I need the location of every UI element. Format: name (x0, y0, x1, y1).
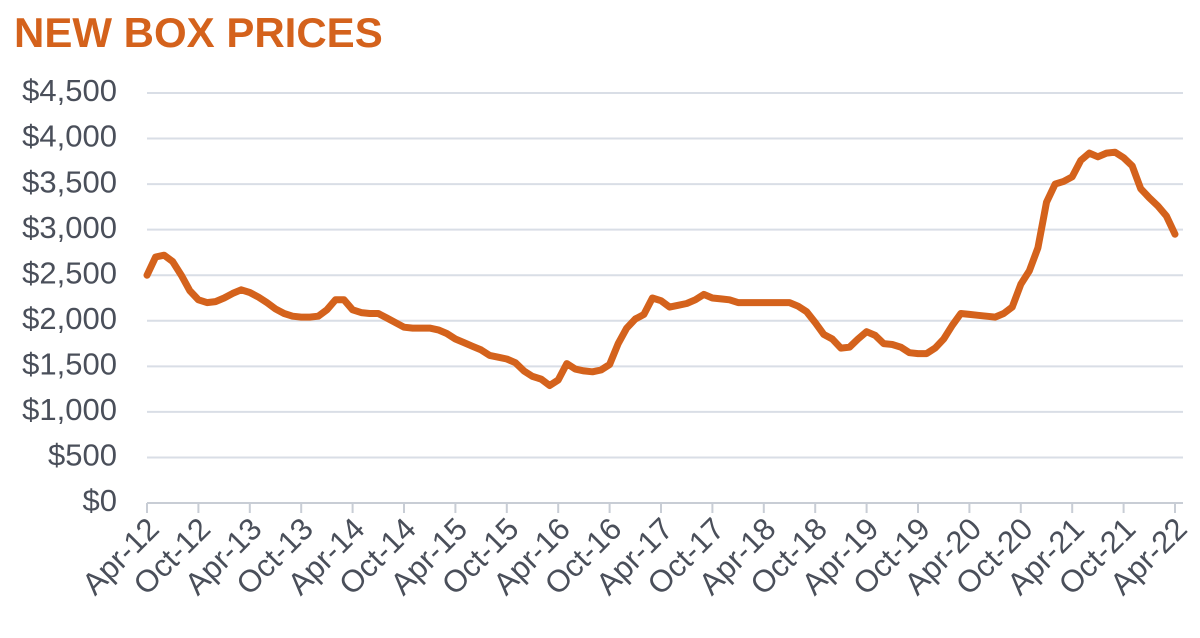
y-tick-label: $4,000 (22, 119, 117, 154)
y-tick-label: $2,500 (22, 255, 117, 290)
y-tick-label: $1,500 (22, 347, 117, 382)
y-tick-label: $0 (83, 483, 117, 518)
y-tick-label: $3,000 (22, 210, 117, 245)
y-tick-label: $500 (48, 438, 117, 473)
chart-title: NEW BOX PRICES (14, 9, 383, 56)
y-tick-label: $1,000 (22, 392, 117, 427)
y-tick-label: $4,500 (22, 73, 117, 108)
y-tick-label: $3,500 (22, 164, 117, 199)
y-tick-label: $2,000 (22, 301, 117, 336)
line (143, 148, 1179, 389)
